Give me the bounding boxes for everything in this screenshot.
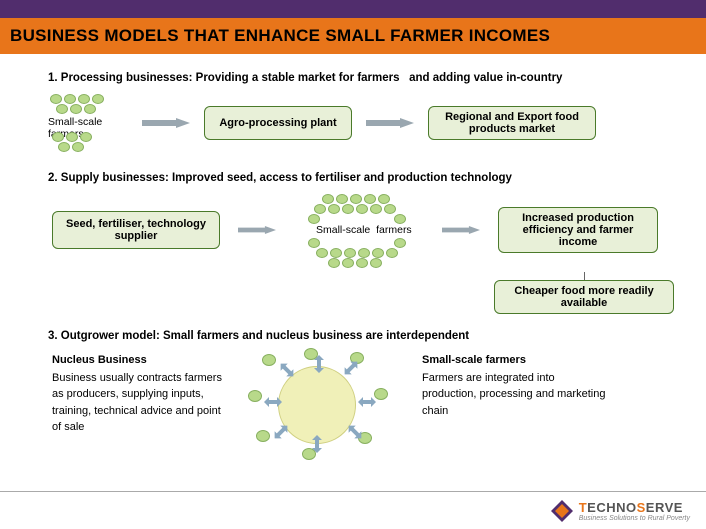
farmer-bubble-icon [58, 142, 70, 152]
farmer-bubble-icon [364, 194, 376, 204]
farmer-bubble-icon [356, 204, 368, 214]
farmer-bubble-icon [386, 248, 398, 258]
page-title: BUSINESS MODELS THAT ENHANCE SMALL FARME… [10, 26, 550, 46]
footer: TECHNOSERVE Business Solutions to Rural … [0, 491, 706, 529]
logo-name: TECHNOSERVE [579, 500, 690, 515]
farmer-bubble-icon [56, 104, 68, 114]
farmers-column: Small-scale farmers Farmers are integrat… [422, 352, 612, 462]
nucleus-title: Nucleus Business [52, 352, 222, 369]
farmer-bubble-icon [342, 258, 354, 268]
outgrower-graphic [242, 352, 402, 462]
farmer-bubble-icon [378, 194, 390, 204]
technoserve-logo: TECHNOSERVE Business Solutions to Rural … [551, 500, 690, 522]
farmers-cluster-s2: Small-scale farmers [294, 194, 424, 266]
double-arrow-icon [311, 435, 323, 453]
arrow-icon [142, 118, 190, 128]
farmer-bubble-icon [52, 132, 64, 142]
regional-market-box: Regional and Export food products market [428, 106, 596, 140]
farmer-bubble-icon [336, 194, 348, 204]
farmer-bubble-icon [350, 194, 362, 204]
supplier-box: Seed, fertiliser, technology supplier [52, 211, 220, 249]
farmers-cluster-s1: Small-scale farmers [48, 94, 128, 152]
farmer-bubble-icon [370, 204, 382, 214]
farmer-bubble-icon [66, 132, 78, 142]
farmer-bubble-icon [92, 94, 104, 104]
farmer-bubble-icon [330, 248, 342, 258]
farmer-bubble-icon [394, 238, 406, 248]
farmer-bubble-icon [384, 204, 396, 214]
farmer-bubble-icon [78, 94, 90, 104]
section1-row: Small-scale farmers Agro-processing plan… [48, 94, 676, 152]
farmer-bubble-icon [374, 388, 388, 400]
result-box: Increased production efficiency and farm… [498, 207, 658, 253]
section2-row: Seed, fertiliser, technology supplier Sm… [48, 194, 676, 266]
farmer-bubble-icon [308, 214, 320, 224]
nucleus-body: Business usually contracts farmers as pr… [52, 370, 222, 436]
farmer-bubble-icon [70, 104, 82, 114]
farmer-bubble-icon [328, 204, 340, 214]
connector-line [584, 272, 585, 280]
farmer-bubble-icon [322, 194, 334, 204]
farmer-bubble-icon [372, 248, 384, 258]
section2-heading: 2. Supply businesses: Improved seed, acc… [48, 172, 676, 184]
top-purple-bar [0, 0, 706, 18]
section1-heading: 1. Processing businesses: Providing a st… [48, 72, 676, 84]
farmer-bubble-icon [370, 258, 382, 268]
farmer-bubble-icon [394, 214, 406, 224]
farmer-bubble-icon [256, 430, 270, 442]
cheaper-food-box: Cheaper food more readily available [494, 280, 674, 314]
double-arrow-icon [264, 396, 282, 408]
farmer-bubble-icon [328, 258, 340, 268]
section3-row: Nucleus Business Business usually contra… [48, 352, 676, 462]
farmer-bubble-icon [316, 248, 328, 258]
agro-processing-box: Agro-processing plant [204, 106, 352, 140]
logo-text: TECHNOSERVE Business Solutions to Rural … [579, 500, 690, 522]
section3-heading: 3. Outgrower model: Small farmers and nu… [48, 330, 676, 342]
farmer-bubble-icon [248, 390, 262, 402]
farmer-bubble-icon [308, 238, 320, 248]
farmer-bubble-icon [72, 142, 84, 152]
content-area: 1. Processing businesses: Providing a st… [0, 54, 706, 462]
farmers-label-s2: Small-scale farmers [316, 224, 412, 236]
farmer-bubble-icon [358, 248, 370, 258]
double-arrow-icon [313, 355, 325, 373]
farmer-bubble-icon [342, 204, 354, 214]
arrow-icon [442, 225, 480, 235]
arrow-icon [366, 118, 414, 128]
double-arrow-icon [358, 396, 376, 408]
logo-diamond-icon [551, 500, 573, 522]
farmer-bubble-icon [50, 94, 62, 104]
farmer-bubble-icon [356, 258, 368, 268]
title-bar: BUSINESS MODELS THAT ENHANCE SMALL FARME… [0, 18, 706, 54]
logo-tagline: Business Solutions to Rural Poverty [579, 515, 690, 522]
farmers-title: Small-scale farmers [422, 352, 612, 369]
farmer-bubble-icon [314, 204, 326, 214]
farmer-bubble-icon [262, 354, 276, 366]
nucleus-column: Nucleus Business Business usually contra… [52, 352, 222, 462]
arrow-icon [238, 225, 276, 235]
farmer-bubble-icon [64, 94, 76, 104]
farmer-bubble-icon [84, 104, 96, 114]
farmer-bubble-icon [80, 132, 92, 142]
farmer-bubble-icon [344, 248, 356, 258]
farmers-body: Farmers are integrated into production, … [422, 370, 612, 420]
